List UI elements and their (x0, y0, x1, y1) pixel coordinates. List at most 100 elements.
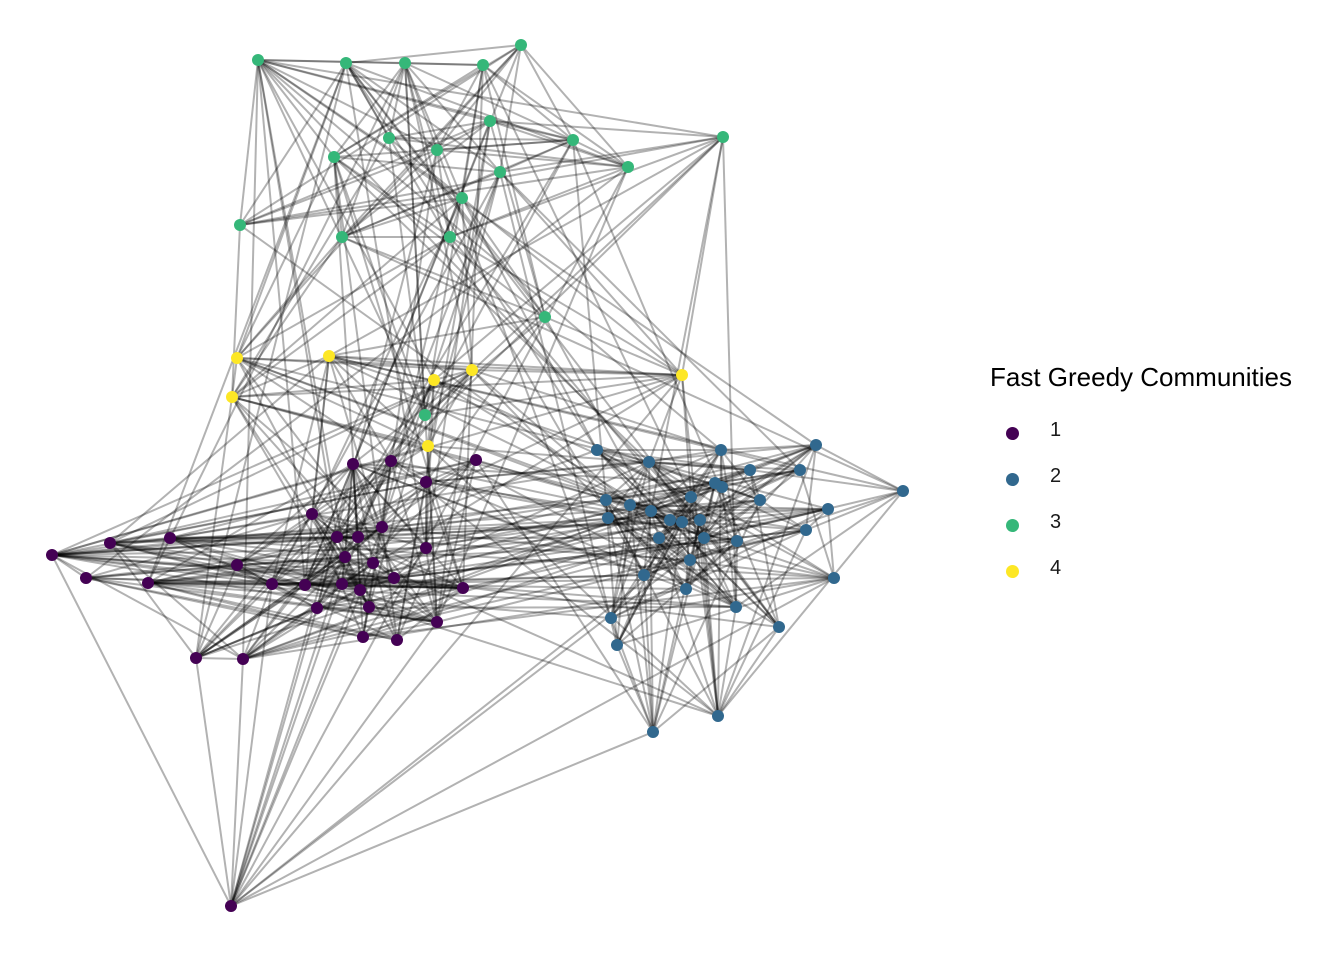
network-edge (344, 463, 354, 558)
network-edge (341, 149, 438, 238)
network-edge (388, 137, 426, 416)
legend-label-4: 4 (1050, 557, 1062, 579)
network-edge (648, 461, 829, 510)
network-edge (362, 526, 383, 638)
network-edge (471, 369, 683, 376)
network-node-community-2 (685, 491, 697, 503)
network-edge (109, 542, 306, 586)
network-edge (436, 44, 522, 151)
network-edge (352, 463, 361, 591)
network-edge (257, 59, 574, 141)
network-edge (169, 537, 398, 641)
network-edge (648, 461, 835, 579)
network-edge (436, 166, 629, 623)
network-edge (461, 197, 473, 371)
network-edge (230, 577, 835, 907)
network-edge (341, 583, 687, 590)
network-edge (311, 513, 464, 589)
network-edge (316, 519, 671, 609)
legend-swatch-2 (1006, 473, 1019, 486)
network-edge (717, 449, 722, 717)
network-edge (257, 59, 335, 158)
network-edge (436, 529, 807, 623)
network-edge (195, 526, 383, 659)
network-edge (805, 444, 817, 531)
network-edge (236, 156, 335, 359)
network-edge (147, 582, 438, 623)
network-edge (461, 197, 546, 318)
network-edge (242, 537, 705, 660)
network-edge (328, 355, 429, 447)
network-edge (650, 510, 691, 561)
network-edge (304, 556, 346, 586)
network-edge (341, 139, 574, 238)
network-node-community-2 (822, 503, 834, 515)
network-edge (499, 44, 522, 173)
network-edge (147, 582, 612, 619)
network-edge (388, 137, 463, 199)
network-edge (652, 521, 683, 733)
network-edge (605, 499, 645, 576)
network-edge (357, 449, 598, 538)
network-node-community-2 (744, 464, 756, 476)
network-edge (717, 444, 817, 717)
network-node-community-2 (600, 494, 612, 506)
network-edge (357, 536, 370, 608)
network-edge (333, 64, 484, 158)
network-edge (658, 537, 687, 590)
network-edge (239, 44, 522, 226)
network-edge (242, 369, 473, 660)
network-edge (390, 460, 719, 717)
network-node-community-2 (676, 516, 688, 528)
network-edge (239, 59, 259, 226)
network-edge (681, 482, 716, 523)
network-edge (51, 554, 395, 579)
network-edge (616, 577, 835, 646)
network-edge (341, 562, 374, 585)
network-edge (345, 62, 501, 173)
network-edge (605, 499, 835, 579)
network-edge (147, 536, 359, 584)
network-edge (629, 504, 829, 510)
network-edge (304, 139, 574, 586)
network-edge (596, 449, 692, 498)
network-edge (658, 537, 737, 608)
network-node-community-1 (331, 531, 343, 543)
network-edge (85, 556, 346, 579)
network-edge (396, 587, 464, 641)
network-edge (328, 355, 683, 376)
network-edge (720, 449, 723, 488)
network-edge (390, 460, 671, 521)
network-edge (607, 517, 660, 539)
network-edge (109, 355, 330, 544)
network-edge (257, 59, 346, 558)
network-edge (242, 529, 807, 660)
network-edge (147, 562, 374, 584)
network-edge (720, 449, 738, 542)
network-edge (336, 536, 374, 564)
network-edge (427, 171, 501, 447)
network-node-community-1 (420, 542, 432, 554)
network-edge (169, 513, 313, 539)
network-edge (333, 139, 574, 158)
network-edge (51, 445, 429, 556)
network-edge (236, 564, 273, 585)
network-edge (720, 449, 761, 501)
network-node-community-3 (340, 57, 352, 69)
network-node-community-4 (676, 369, 688, 381)
network-node-community-1 (363, 601, 375, 613)
network-edge (257, 59, 701, 521)
network-edge (336, 521, 683, 538)
network-edge (311, 513, 361, 591)
network-edge (271, 574, 645, 585)
network-edge (239, 224, 631, 506)
network-edge (271, 355, 330, 585)
network-node-community-3 (336, 231, 348, 243)
network-node-community-4 (422, 440, 434, 452)
network-edge (109, 526, 383, 544)
network-edge (425, 120, 491, 549)
network-edge (230, 562, 374, 907)
network-edge (341, 529, 807, 585)
network-edge (195, 589, 361, 659)
network-edge (231, 236, 451, 398)
